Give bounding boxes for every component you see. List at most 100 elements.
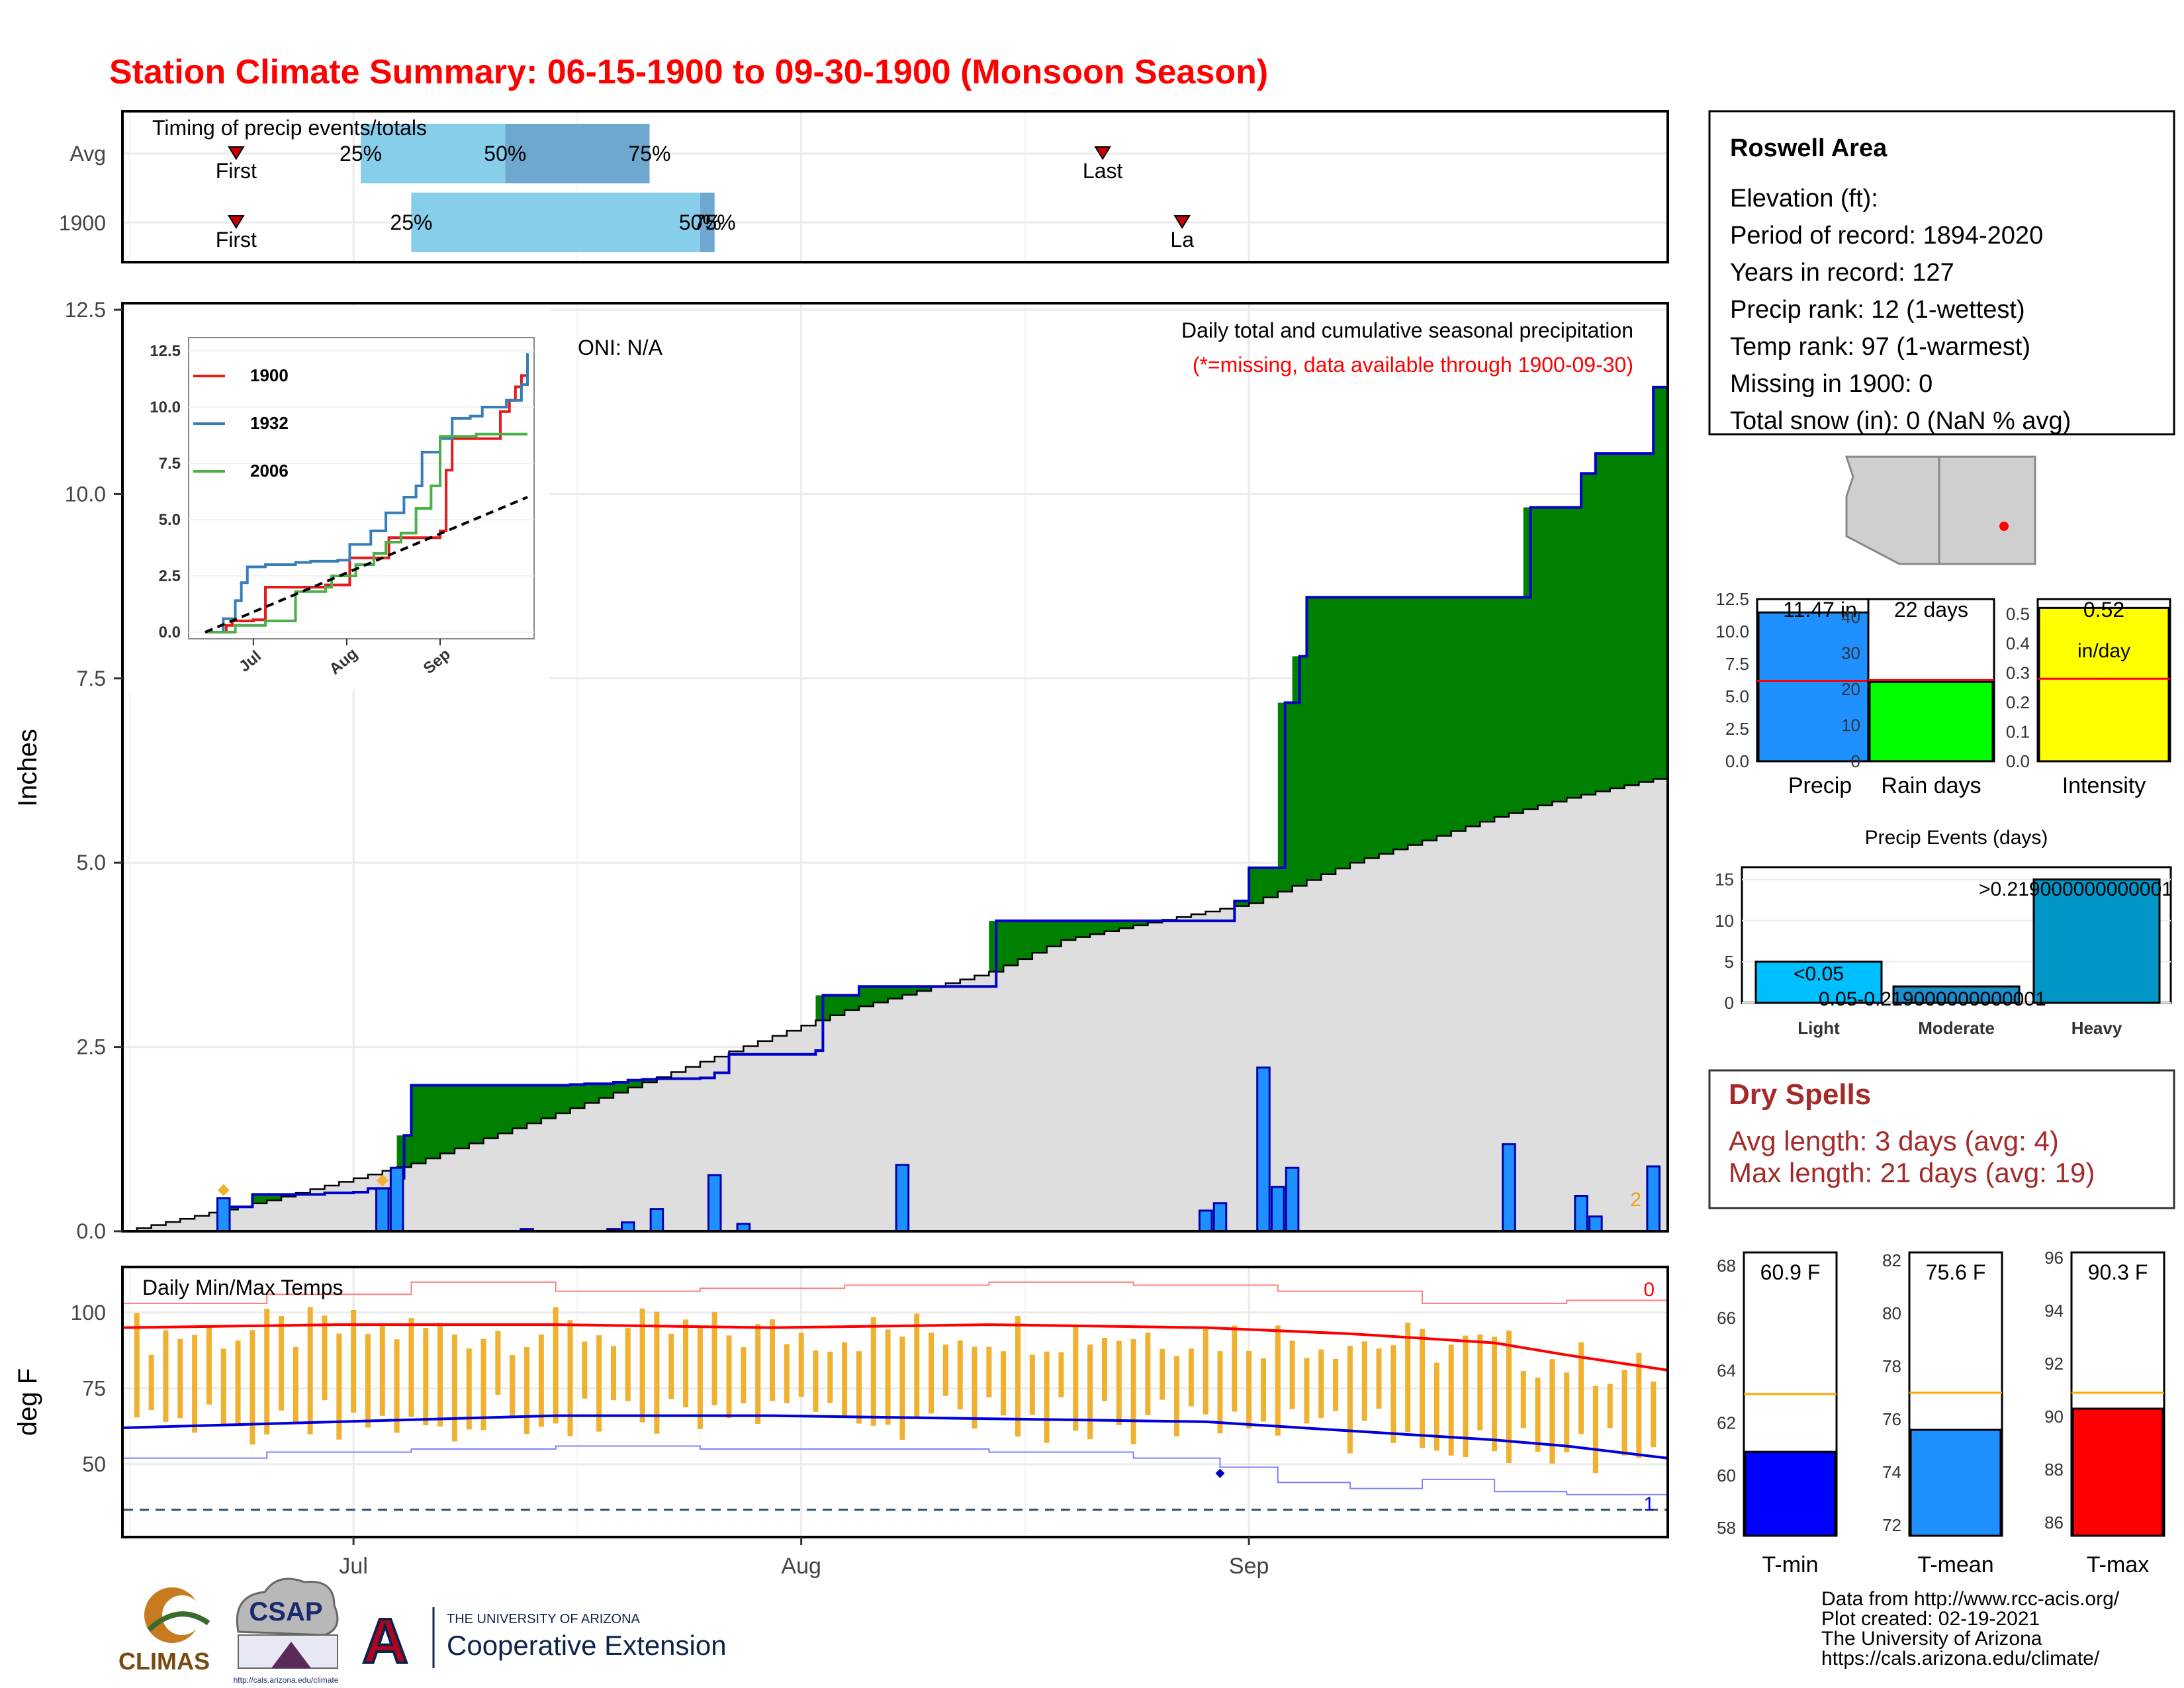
tbar-label-1: T-mean [1917,1552,1993,1577]
ua-block-a: A [362,1606,408,1677]
daily-precip-bar-17 [1588,1215,1603,1233]
month-axis: Jul Aug Sep [339,1537,1269,1579]
daily-temp-range-23 [451,1335,457,1442]
mini-tick-0-5: 12.5 [1715,589,1749,609]
csap-cloud [236,1577,339,1636]
daily-temp-range-96 [1506,1331,1512,1464]
daily-temp-range-52 [870,1317,876,1426]
tbar-tick-2-2: 90 [2044,1407,2064,1427]
surplus-deficit-day-33 [599,1084,614,1098]
climas-swoosh [147,1611,210,1632]
dry-max-length: Max length: 21 days (avg: 19) [1729,1157,2095,1188]
daily-precip-bar-11 [1212,1202,1228,1233]
tbar-tick-0-5: 68 [1717,1256,1736,1276]
surplus-deficit-day-95 [1494,597,1510,818]
events-bar-light [1754,961,1883,1004]
station-name: Roswell Area [1730,134,1888,162]
inset-y-tick-4: 10.0 [150,399,181,416]
daily-temp-range-83 [1318,1349,1324,1419]
surplus-deficit-day-102 [1595,453,1611,792]
daily-temp-range-81 [1289,1340,1295,1409]
daily-temp-range-79 [1260,1358,1266,1422]
events-bar-moderate [1892,985,2021,1004]
tbar-tick-0-1: 60 [1717,1466,1736,1485]
events-title: Precip Events (days) [1865,827,2048,849]
csap-logo: CSAP http://cals.arizona.edu/climate [234,1577,339,1685]
daily-temp-range-21 [423,1328,429,1426]
month-label-1: Aug [781,1554,821,1579]
daily-temp-range-65 [1058,1352,1064,1397]
daily-temp-range-8 [235,1340,241,1424]
daily-temp-range-64 [1044,1351,1050,1443]
daily-temp-range-40 [697,1328,703,1429]
normal-area [122,775,1668,1231]
surplus-deficit-day-78 [1249,867,1264,904]
temps-y-ticks: 50 75 100 [71,1301,106,1476]
temperature-summary-bars: 58 60 62 64 66 68 60.9 F T-min 72 74 76 78 80 82 75.6 … [1717,1248,2165,1577]
timing-last-label-0: Last [1083,159,1123,183]
daily-temp-range-92 [1448,1344,1454,1456]
surplus-deficit-day-79 [1263,867,1279,898]
mini-tick-1-1: 10 [1841,716,1860,735]
precip-events-chart: Precip Events (days) 0 5 10 15 Light Moderate… [1715,827,2172,1038]
daily-temp-range-73 [1174,1356,1180,1437]
daily-precip-bar-14 [1285,1166,1300,1233]
daily-temp-range-1 [134,1313,140,1418]
daily-temp-range-101 [1578,1342,1584,1434]
daily-temp-range-88 [1390,1345,1396,1443]
temps-y-tick-2: 100 [71,1301,106,1325]
surplus-deficit-day-87 [1379,597,1394,854]
daily-temp-range-46 [784,1344,790,1403]
mini-value2-2: in/day [2077,640,2130,662]
inset-series-1932 [205,353,529,633]
daily-temp-range-2 [148,1354,154,1411]
dry-avg-length: Avg length: 3 days (avg: 4) [1729,1125,2059,1156]
daily-temp-range-55 [914,1313,920,1417]
temps-y-axis-label: deg F [13,1368,42,1436]
daily-temp-range-43 [741,1347,747,1404]
mini-label-0: Precip [1788,773,1852,798]
timing-last-marker-0 [1094,146,1111,160]
tbar-value-0: 60.9 F [1760,1260,1821,1284]
surplus-deficit-day-84 [1336,597,1351,868]
ua-small-text: THE UNIVERSITY OF ARIZONA [447,1612,641,1626]
tbar-value-1: 75.6 F [1926,1260,1986,1284]
daily-temp-range-102 [1592,1385,1598,1474]
daily-temp-range-50 [842,1342,848,1418]
daily-temp-range-66 [1073,1327,1079,1431]
daily-temp-range-90 [1420,1329,1426,1448]
daily-temp-range-47 [798,1333,804,1397]
tbar-tick-1-1: 74 [1882,1462,1901,1482]
daily-precip-bar-15 [1502,1143,1516,1233]
mini-tick-2-1: 0.1 [2006,722,2030,741]
dry-spells-box: Dry Spells Avg length: 3 days (avg: 4) M… [1708,1069,2175,1209]
surplus-deficit-day-99 [1552,507,1567,802]
surplus-deficit-day-28 [527,1085,542,1123]
station-period: Period of record: 1894-2020 [1730,222,2043,250]
temps-frame [121,1266,1669,1538]
daily-temp-range-76 [1217,1351,1223,1434]
daily-temp-range-24 [466,1348,472,1430]
surplus-deficit-day-22 [440,1085,455,1154]
surplus-deficit-day-9 [252,1194,267,1203]
temps-y-tick-0: 50 [82,1452,106,1476]
surplus-deficit-day-61 [1003,921,1019,966]
surplus-deficit-day-94 [1480,597,1495,822]
events-cat-0: Light [1797,1018,1840,1038]
location-map [1844,455,2036,565]
tbar-label-2: T-max [2087,1552,2149,1577]
oni-label: ONI: N/A [578,336,663,359]
daily-temp-range-19 [394,1339,400,1433]
timing-bar-q50-q75-1 [700,193,715,252]
mini-tick-0-1: 2.5 [1725,719,1749,739]
surplus-deficit-day-34 [613,1082,629,1093]
ua-big-text: Cooperative Extension [447,1630,727,1661]
daily-temp-range-32 [582,1341,588,1399]
inset-legend-label-0: 1900 [250,365,289,385]
record-min-line [122,1445,1668,1495]
daily-temp-range-56 [929,1333,934,1414]
tbar-tick-1-3: 78 [1882,1356,1901,1376]
daily-temp-range-80 [1275,1325,1281,1436]
daily-temp-range-86 [1361,1341,1367,1421]
